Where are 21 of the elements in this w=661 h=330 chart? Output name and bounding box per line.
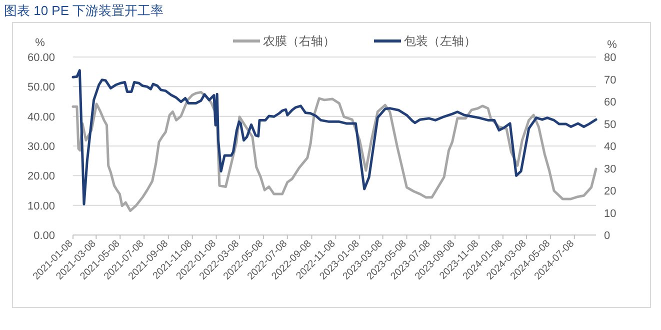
legend-label: 包装（左轴） — [404, 34, 476, 48]
y-tick-label: 20.00 — [27, 170, 55, 183]
y-axis-title: % — [35, 37, 46, 49]
y2-tick-label: 60 — [604, 96, 616, 108]
y-tick-label: 30.00 — [27, 141, 55, 153]
y2-tick-label: 50 — [604, 118, 616, 131]
chart-title: 图表 10 PE 下游装置开工率 — [4, 3, 164, 18]
y2-tick-label: 20 — [604, 186, 616, 198]
y2-tick-label: 80 — [604, 52, 616, 64]
y-tick-label: 0.00 — [34, 230, 55, 242]
y2-tick-label: 0 — [604, 230, 610, 242]
y2-tick-label: 40 — [604, 141, 616, 153]
y2-tick-label: 30 — [604, 163, 616, 176]
y2-axis-title: % — [607, 39, 618, 51]
y-tick-label: 50.00 — [27, 82, 55, 94]
y-tick-label: 60.00 — [27, 52, 55, 64]
y-tick-label: 40.00 — [27, 111, 55, 124]
legend-label: 农膜（右轴） — [263, 34, 335, 48]
y2-tick-label: 70 — [604, 74, 616, 86]
y2-tick-label: 10 — [604, 208, 616, 220]
y-tick-label: 10.00 — [27, 200, 55, 212]
